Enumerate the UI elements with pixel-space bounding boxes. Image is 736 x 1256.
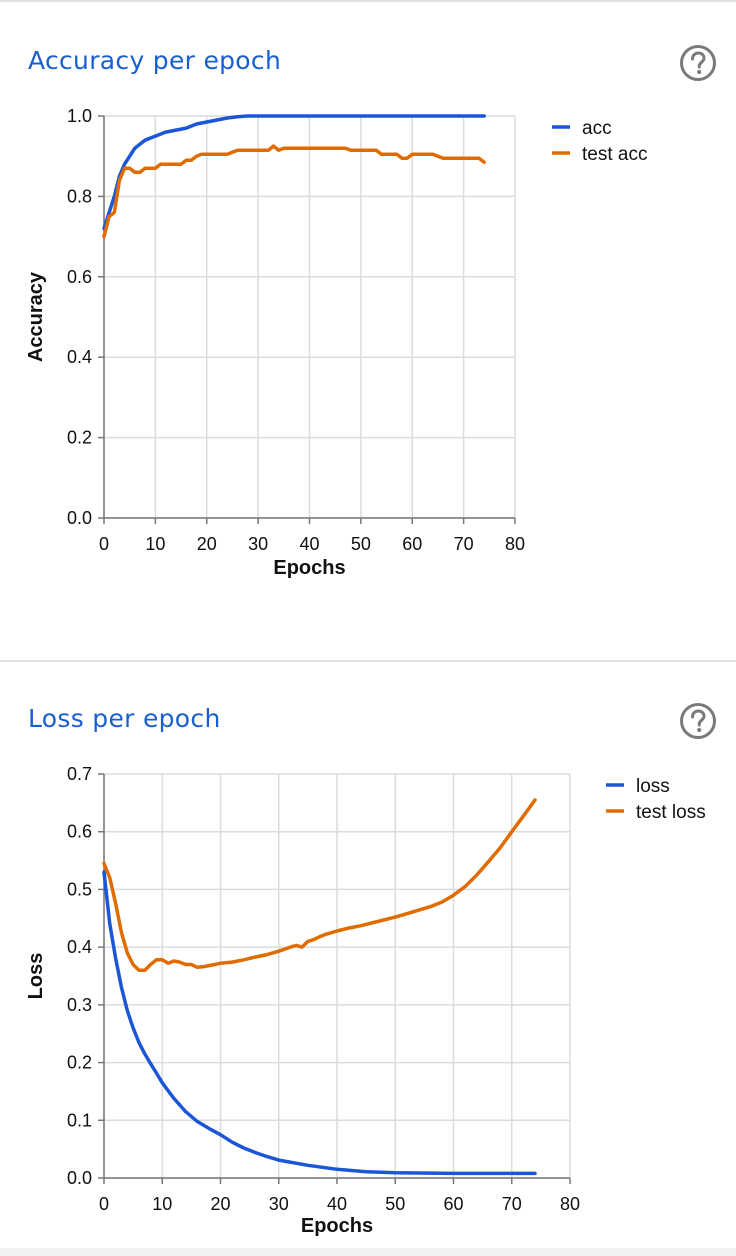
y-axis-title: Loss: [25, 953, 47, 1000]
y-tick-label: 0.0: [67, 1168, 92, 1188]
loss-panel: Loss per epoch 0 10 20 30 40 50 60 70 80 0.0 0.1 0.…: [0, 662, 736, 1248]
x-tick-label: 20: [197, 534, 217, 554]
x-tick-label: 50: [385, 1194, 405, 1214]
legend-label: loss: [636, 776, 670, 797]
x-tick-label: 30: [269, 1194, 289, 1214]
grid: [103, 773, 571, 1179]
top-divider: [0, 0, 736, 2]
x-tick-label: 0: [99, 1194, 109, 1214]
y-tick-label: 0.6: [67, 267, 92, 287]
y-tick-label: 0.5: [67, 879, 92, 899]
x-tick-label: 80: [505, 534, 525, 554]
accuracy-chart: 0 10 20 30 40 50 60 70 80 0.0 0.2 0.4 0.6 0.8 1.0 Epoch…: [25, 106, 647, 579]
bottom-strip: [0, 1248, 736, 1256]
help-icon[interactable]: [679, 702, 717, 740]
series-line-test-loss: [102, 798, 537, 972]
x-axis-title: Epochs: [301, 1215, 373, 1237]
y-tick-label: 0.2: [67, 428, 92, 448]
y-tick-label: 1.0: [67, 106, 92, 126]
x-tick-label: 10: [145, 534, 165, 554]
legend-label: test acc: [582, 144, 647, 165]
y-axis-title: Accuracy: [25, 271, 47, 362]
x-tick-label: 0: [99, 534, 109, 554]
series-line-loss: [102, 870, 537, 1176]
y-tick-label: 0.1: [67, 1110, 92, 1130]
loss-chart: 0 10 20 30 40 50 60 70 80 0.0 0.1 0.2 0.3 0.4 0.5 0.6 0.…: [25, 764, 706, 1237]
x-tick-label: 20: [210, 1194, 230, 1214]
grid: [103, 115, 516, 519]
y-tick-label: 0.3: [67, 995, 92, 1015]
series-line-test-acc: [102, 144, 486, 239]
y-tick-label: 0.4: [67, 937, 92, 957]
x-tick-label: 40: [327, 1194, 347, 1214]
legend-label: acc: [582, 118, 612, 139]
y-tick-label: 0.7: [67, 764, 92, 784]
y-tick-label: 0.6: [67, 822, 92, 842]
panel-title: Loss per epoch: [28, 704, 221, 733]
y-tick-label: 0.2: [67, 1053, 92, 1073]
y-tick-label: 0.0: [67, 508, 92, 528]
x-tick-label: 70: [454, 534, 474, 554]
help-icon[interactable]: [679, 44, 717, 82]
x-tick-label: 70: [502, 1194, 522, 1214]
middle-divider: [0, 660, 736, 662]
series-line-acc: [102, 114, 486, 231]
x-tick-label: 50: [351, 534, 371, 554]
x-tick-label: 40: [299, 534, 319, 554]
x-tick-label: 60: [402, 534, 422, 554]
x-axis-title: Epochs: [273, 557, 345, 579]
x-tick-label: 30: [248, 534, 268, 554]
x-tick-label: 60: [443, 1194, 463, 1214]
accuracy-panel: Accuracy per epoch 0 10 20 30 40 50 60 70 80 0.0 0…: [0, 2, 736, 660]
panel-title: Accuracy per epoch: [28, 46, 282, 75]
legend-label: test loss: [636, 802, 706, 823]
y-tick-label: 0.8: [67, 186, 92, 206]
x-tick-label: 10: [152, 1194, 172, 1214]
x-tick-label: 80: [560, 1194, 580, 1214]
y-tick-label: 0.4: [67, 347, 92, 367]
